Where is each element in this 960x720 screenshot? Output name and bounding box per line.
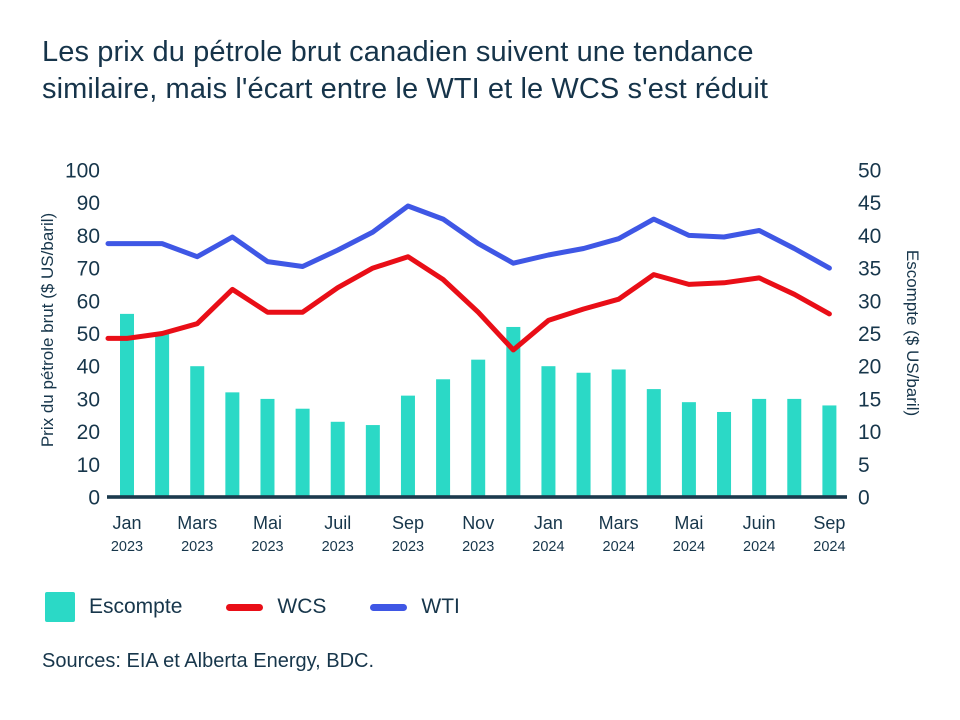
left-axis-tick-label: 100: [65, 160, 100, 183]
bar-escompte: [365, 425, 380, 497]
bar-escompte: [646, 389, 661, 497]
right-axis-tick-label: 5: [858, 454, 870, 477]
bar-escompte: [822, 405, 837, 497]
x-axis-line: [107, 495, 847, 499]
left-axis-tick-label: 70: [77, 258, 100, 281]
bar-escompte: [471, 359, 486, 497]
x-axis-year-label: 2023: [392, 539, 424, 555]
left-axis-tick-label: 50: [77, 323, 100, 346]
x-axis-month-label: Juil: [324, 513, 351, 533]
bar-escompte: [611, 369, 626, 497]
wti-line: [105, 203, 832, 271]
x-axis-month-label: Nov: [462, 513, 494, 533]
left-axis-tick-label: 30: [77, 388, 100, 411]
sources-note: Sources: EIA et Alberta Energy, BDC.: [42, 650, 375, 672]
left-axis-tick-label: 10: [77, 454, 100, 477]
bar-escompte: [295, 408, 310, 497]
legend-item-wti: WTI: [370, 595, 460, 619]
x-axis-year-label: 2023: [111, 539, 143, 555]
legend-label-wti: WTI: [421, 595, 460, 618]
x-axis-year-label: 2023: [181, 539, 213, 555]
x-axis-month-label: Mars: [177, 513, 217, 533]
bar-escompte: [190, 366, 205, 497]
x-axis-year-label: 2024: [603, 539, 635, 555]
x-axis-year-label: 2023: [322, 539, 354, 555]
legend-label-wcs: WCS: [277, 595, 327, 618]
right-axis-tick-label: 40: [858, 225, 881, 248]
left-axis-tick-label: 40: [77, 356, 100, 379]
right-axis-tick-label: 50: [858, 160, 881, 183]
x-axis-month-label: Juin: [743, 513, 776, 533]
bar-escompte: [787, 398, 802, 497]
wcs-line-swatch-icon: [226, 603, 264, 611]
bar-escompte: [120, 313, 134, 497]
left-axis-tick-label: 0: [88, 487, 100, 510]
chart-legend: Escompte WCS WTI: [45, 592, 460, 622]
bar-escompte: [681, 402, 696, 497]
right-axis-title: Escompte ($ US/baril): [903, 250, 922, 416]
x-axis-month-label: Mai: [253, 513, 282, 533]
bar-escompte: [717, 411, 732, 497]
x-axis-year-label: 2024: [673, 539, 705, 555]
wcs-line: [105, 254, 832, 353]
right-axis-tick-label: 0: [858, 487, 870, 510]
legend-item-escompte: Escompte: [45, 592, 182, 622]
right-axis-tick-label: 35: [858, 258, 881, 281]
left-axis-title: Prix du pétrole brut ($ US/baril): [38, 213, 57, 447]
bar-escompte: [436, 379, 451, 497]
left-axis-tick-label: 20: [77, 421, 100, 444]
bar-escompte: [225, 392, 240, 497]
bar-escompte: [155, 333, 170, 497]
page-title-line-2: similaire, mais l'écart entre le WTI et …: [42, 73, 769, 105]
page-title-line-1: Les prix du pétrole brut canadien suiven…: [42, 36, 754, 68]
right-axis-tick-label: 10: [858, 421, 881, 444]
right-axis-tick-label: 15: [858, 388, 881, 411]
x-axis-year-label: 2024: [813, 539, 845, 555]
bar-escompte: [541, 366, 556, 497]
bar-escompte: [576, 372, 591, 497]
x-axis-year-label: 2024: [743, 539, 775, 555]
x-axis-month-label: Mai: [674, 513, 703, 533]
bar-escompte: [400, 395, 415, 497]
x-axis-year-label: 2023: [251, 539, 283, 555]
x-axis-month-label: Sep: [813, 513, 845, 533]
bar-escompte: [260, 398, 275, 497]
right-axis-tick-label: 30: [858, 290, 881, 313]
right-axis-tick-label: 45: [858, 192, 881, 215]
x-axis-month-label: Mars: [599, 513, 639, 533]
legend-label-escompte: Escompte: [89, 595, 183, 618]
bar-escompte: [330, 421, 345, 497]
right-axis-tick-label: 25: [858, 323, 881, 346]
wti-line-swatch-icon: [370, 603, 408, 611]
left-axis-tick-label: 90: [77, 192, 100, 215]
x-axis-year-label: 2024: [532, 539, 564, 555]
right-axis-tick-label: 20: [858, 356, 881, 379]
legend-item-wcs: WCS: [226, 595, 326, 619]
left-axis-tick-label: 60: [77, 290, 100, 313]
left-axis-tick-label: 80: [77, 225, 100, 248]
x-axis-month-label: Jan: [112, 513, 141, 533]
x-axis-year-label: 2023: [462, 539, 494, 555]
bar-escompte: [752, 398, 767, 497]
bar-escompte: [506, 326, 521, 497]
x-axis-month-label: Jan: [534, 513, 563, 533]
escompte-swatch-icon: [45, 592, 75, 622]
page-title: Les prix du pétrole brut canadien suiven…: [42, 34, 932, 108]
x-axis-month-label: Sep: [392, 513, 424, 533]
